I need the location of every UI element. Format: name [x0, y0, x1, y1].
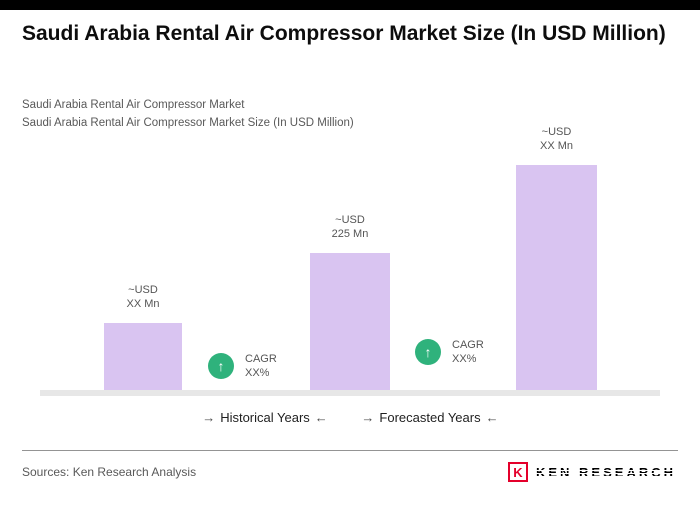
cagr-label: CAGR XX%: [245, 352, 277, 380]
arrow-left-icon: ←: [485, 410, 499, 425]
bar-historical: [104, 323, 182, 390]
bar-value-label: ~USD XX Mn: [540, 125, 573, 153]
bar-value-line1: ~USD: [128, 284, 158, 296]
arrow-right-icon: →: [361, 410, 375, 425]
bar-group-current: ~USD 225 Mn: [310, 213, 390, 390]
sources-text: Sources: Ken Research Analysis: [22, 465, 197, 479]
period-label-text: Forecasted Years: [379, 410, 481, 425]
bar-value-label: ~USD 225 Mn: [332, 213, 369, 241]
bar-value-line2: XX Mn: [539, 140, 573, 152]
bar-forecast: [516, 165, 597, 390]
chart-subtitle-2: Saudi Arabia Rental Air Compressor Marke…: [22, 117, 354, 129]
bar-value-line1: ~USD: [541, 126, 572, 138]
ken-research-k-icon: K: [507, 462, 528, 482]
top-accent-bar: [0, 0, 700, 10]
chart-subtitle-1: Saudi Arabia Rental Air Compressor Marke…: [22, 99, 245, 111]
up-arrow-glyph: ↑: [424, 344, 432, 360]
bar-value-line2: XX Mn: [126, 298, 160, 310]
ken-research-logo: K KEN RESEARCH: [507, 462, 677, 482]
cagr-badge-2: ↑ CAGR XX%: [415, 338, 484, 366]
chart-baseline: [40, 390, 660, 396]
growth-up-arrow-icon: ↑: [208, 353, 234, 379]
period-label-forecasted: → Forecasted Years ←: [325, 410, 535, 425]
arrow-right-icon: →: [202, 410, 216, 425]
bar-current: [310, 253, 390, 390]
bar-group-forecast: ~USD XX Mn: [516, 125, 597, 390]
cagr-line2: XX%: [452, 353, 477, 365]
bar-value-line2: 225 Mn: [331, 228, 369, 240]
bar-value-line1: ~USD: [335, 214, 365, 226]
cagr-line2: XX%: [245, 367, 270, 379]
page-title: Saudi Arabia Rental Air Compressor Marke…: [22, 22, 666, 45]
bar-chart: ~USD XX Mn ~USD 225 Mn ~USD XX Mn ↑: [40, 125, 660, 396]
ken-research-logo-text: KEN RESEARCH: [535, 464, 677, 480]
cagr-badge-1: ↑ CAGR XX%: [208, 352, 277, 380]
period-label-text: Historical Years: [220, 410, 310, 425]
bar-group-historical: ~USD XX Mn: [104, 283, 182, 390]
growth-up-arrow-icon: ↑: [415, 339, 441, 365]
footer-divider: [22, 450, 678, 451]
cagr-label: CAGR XX%: [452, 338, 484, 366]
cagr-line1: CAGR: [452, 339, 484, 351]
arrow-left-icon: ←: [314, 410, 328, 425]
cagr-line1: CAGR: [245, 353, 277, 365]
bar-value-label: ~USD XX Mn: [126, 283, 159, 311]
period-label-historical: → Historical Years ←: [160, 410, 370, 425]
up-arrow-glyph: ↑: [217, 358, 225, 374]
